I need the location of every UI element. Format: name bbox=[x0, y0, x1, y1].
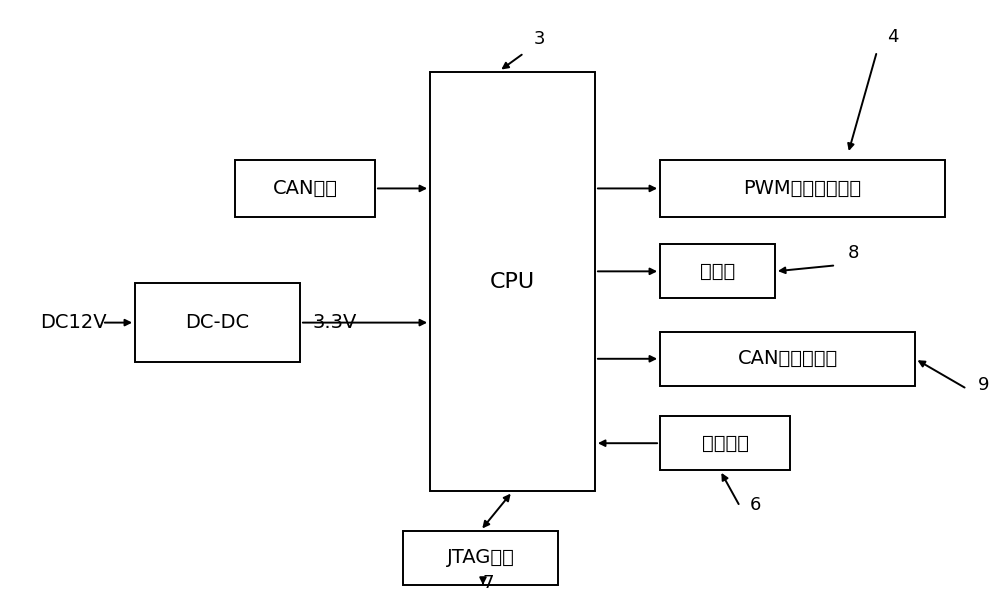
Text: CAN通信指示灯: CAN通信指示灯 bbox=[737, 349, 838, 368]
Text: 3: 3 bbox=[534, 30, 546, 48]
Bar bbox=[660, 416, 790, 470]
Bar bbox=[135, 283, 300, 362]
Text: PWM信号输出电路: PWM信号输出电路 bbox=[743, 179, 862, 198]
Bar bbox=[403, 531, 558, 585]
Text: CPU: CPU bbox=[490, 272, 535, 292]
Bar bbox=[235, 160, 375, 217]
Text: 6: 6 bbox=[750, 496, 761, 514]
Bar bbox=[660, 160, 945, 217]
Text: 4: 4 bbox=[887, 28, 898, 46]
Bar bbox=[660, 332, 915, 386]
Text: 7: 7 bbox=[483, 574, 494, 592]
Text: CAN级联: CAN级联 bbox=[272, 179, 338, 198]
Text: DC12V: DC12V bbox=[40, 313, 107, 332]
Bar bbox=[660, 244, 775, 298]
Text: DC-DC: DC-DC bbox=[185, 313, 250, 332]
Text: 拨码开关: 拨码开关 bbox=[702, 434, 749, 453]
Text: 8: 8 bbox=[848, 244, 859, 262]
Text: 电源灯: 电源灯 bbox=[700, 262, 735, 281]
Text: 3.3V: 3.3V bbox=[313, 313, 357, 332]
Text: 9: 9 bbox=[978, 376, 990, 394]
Text: JTAG接口: JTAG接口 bbox=[447, 548, 514, 567]
Bar bbox=[430, 72, 595, 491]
